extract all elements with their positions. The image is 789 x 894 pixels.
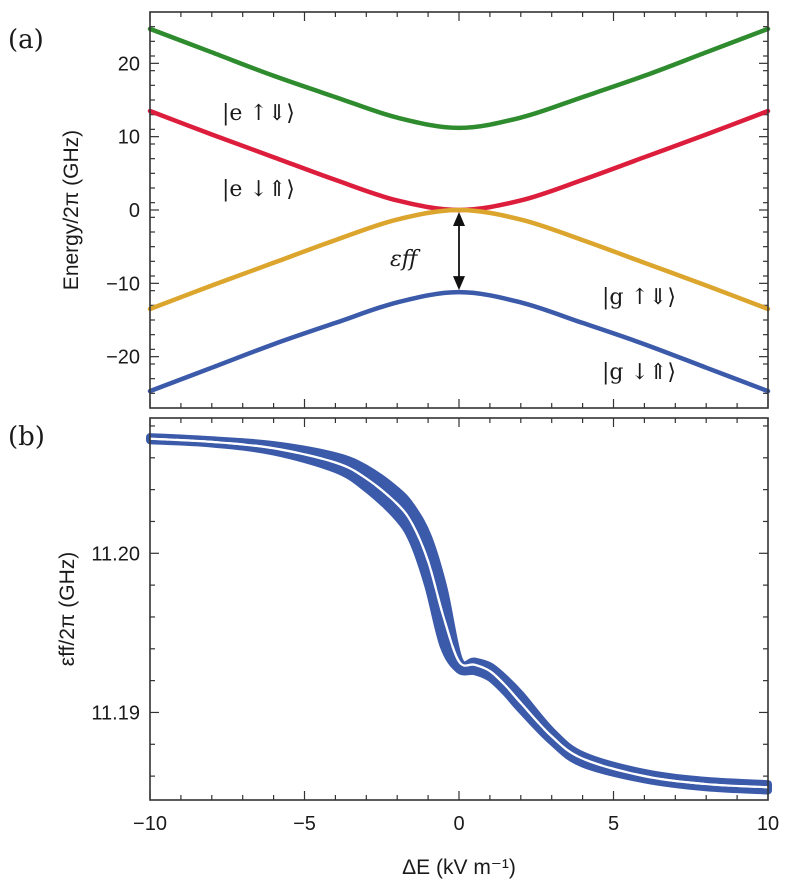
panel-a-y-axis-label: Energy/2π (GHz) xyxy=(60,130,83,290)
x-tick-label: 5 xyxy=(608,813,619,835)
panel-b-series xyxy=(146,433,772,795)
panel-b-ticks: −10 −5 0 5 10 11.19 11.20 xyxy=(91,418,779,835)
panel-a-ticks: −20 −10 0 10 20 xyxy=(106,12,769,408)
series-line-2 xyxy=(147,207,771,312)
label-g-down-up: |g ↓⇑⟩ xyxy=(602,360,676,385)
label-eff: εff xyxy=(390,247,421,272)
eff-arrow-head-up xyxy=(453,212,465,226)
y-tick-label: 0 xyxy=(129,200,140,222)
eff-dashed-line xyxy=(149,437,769,789)
panel-a: (a) Energy/2π (GHz) −20 −10 0 10 20 |e ↑⇓⟩ |… xyxy=(8,11,771,409)
eff-band xyxy=(146,433,772,795)
eff-arrow xyxy=(453,212,465,291)
label-e-up-down: |e ↑⇓⟩ xyxy=(222,101,295,126)
label-g-up-down: |g ↑⇓⟩ xyxy=(602,285,676,310)
x-tick-label: 10 xyxy=(757,813,779,835)
series-line-0 xyxy=(147,26,771,131)
y-tick-label: −20 xyxy=(106,347,140,369)
eff-arrow-head-down xyxy=(453,276,465,291)
x-tick-label: −5 xyxy=(293,813,316,835)
x-tick-label: 0 xyxy=(453,813,464,835)
series-line-3 xyxy=(147,289,771,394)
y-tick-label: 11.20 xyxy=(91,543,140,565)
y-tick-label: 20 xyxy=(118,53,140,75)
x-tick-label: −10 xyxy=(133,813,167,835)
panel-a-frame xyxy=(149,11,769,409)
eff-inner-line xyxy=(149,437,769,789)
panel-b-frame xyxy=(149,417,769,801)
y-tick-label: −10 xyxy=(106,273,140,295)
panel-b-x-axis-label: ΔE (kV m⁻¹) xyxy=(402,856,516,879)
y-tick-label: 10 xyxy=(118,127,140,149)
panel-a-label: (a) xyxy=(8,25,44,55)
panel-b-y-axis-label: εff/2π (GHz) xyxy=(56,552,79,666)
panel-a-series xyxy=(147,26,771,394)
label-e-down-up: |e ↓⇑⟩ xyxy=(222,177,295,202)
panel-b-label: (b) xyxy=(8,422,45,452)
panel-b: (b) εff/2π (GHz) ΔE (kV m⁻¹) −10 −5 0 5 10 11… xyxy=(8,417,779,879)
y-tick-label: 11.19 xyxy=(91,702,140,724)
